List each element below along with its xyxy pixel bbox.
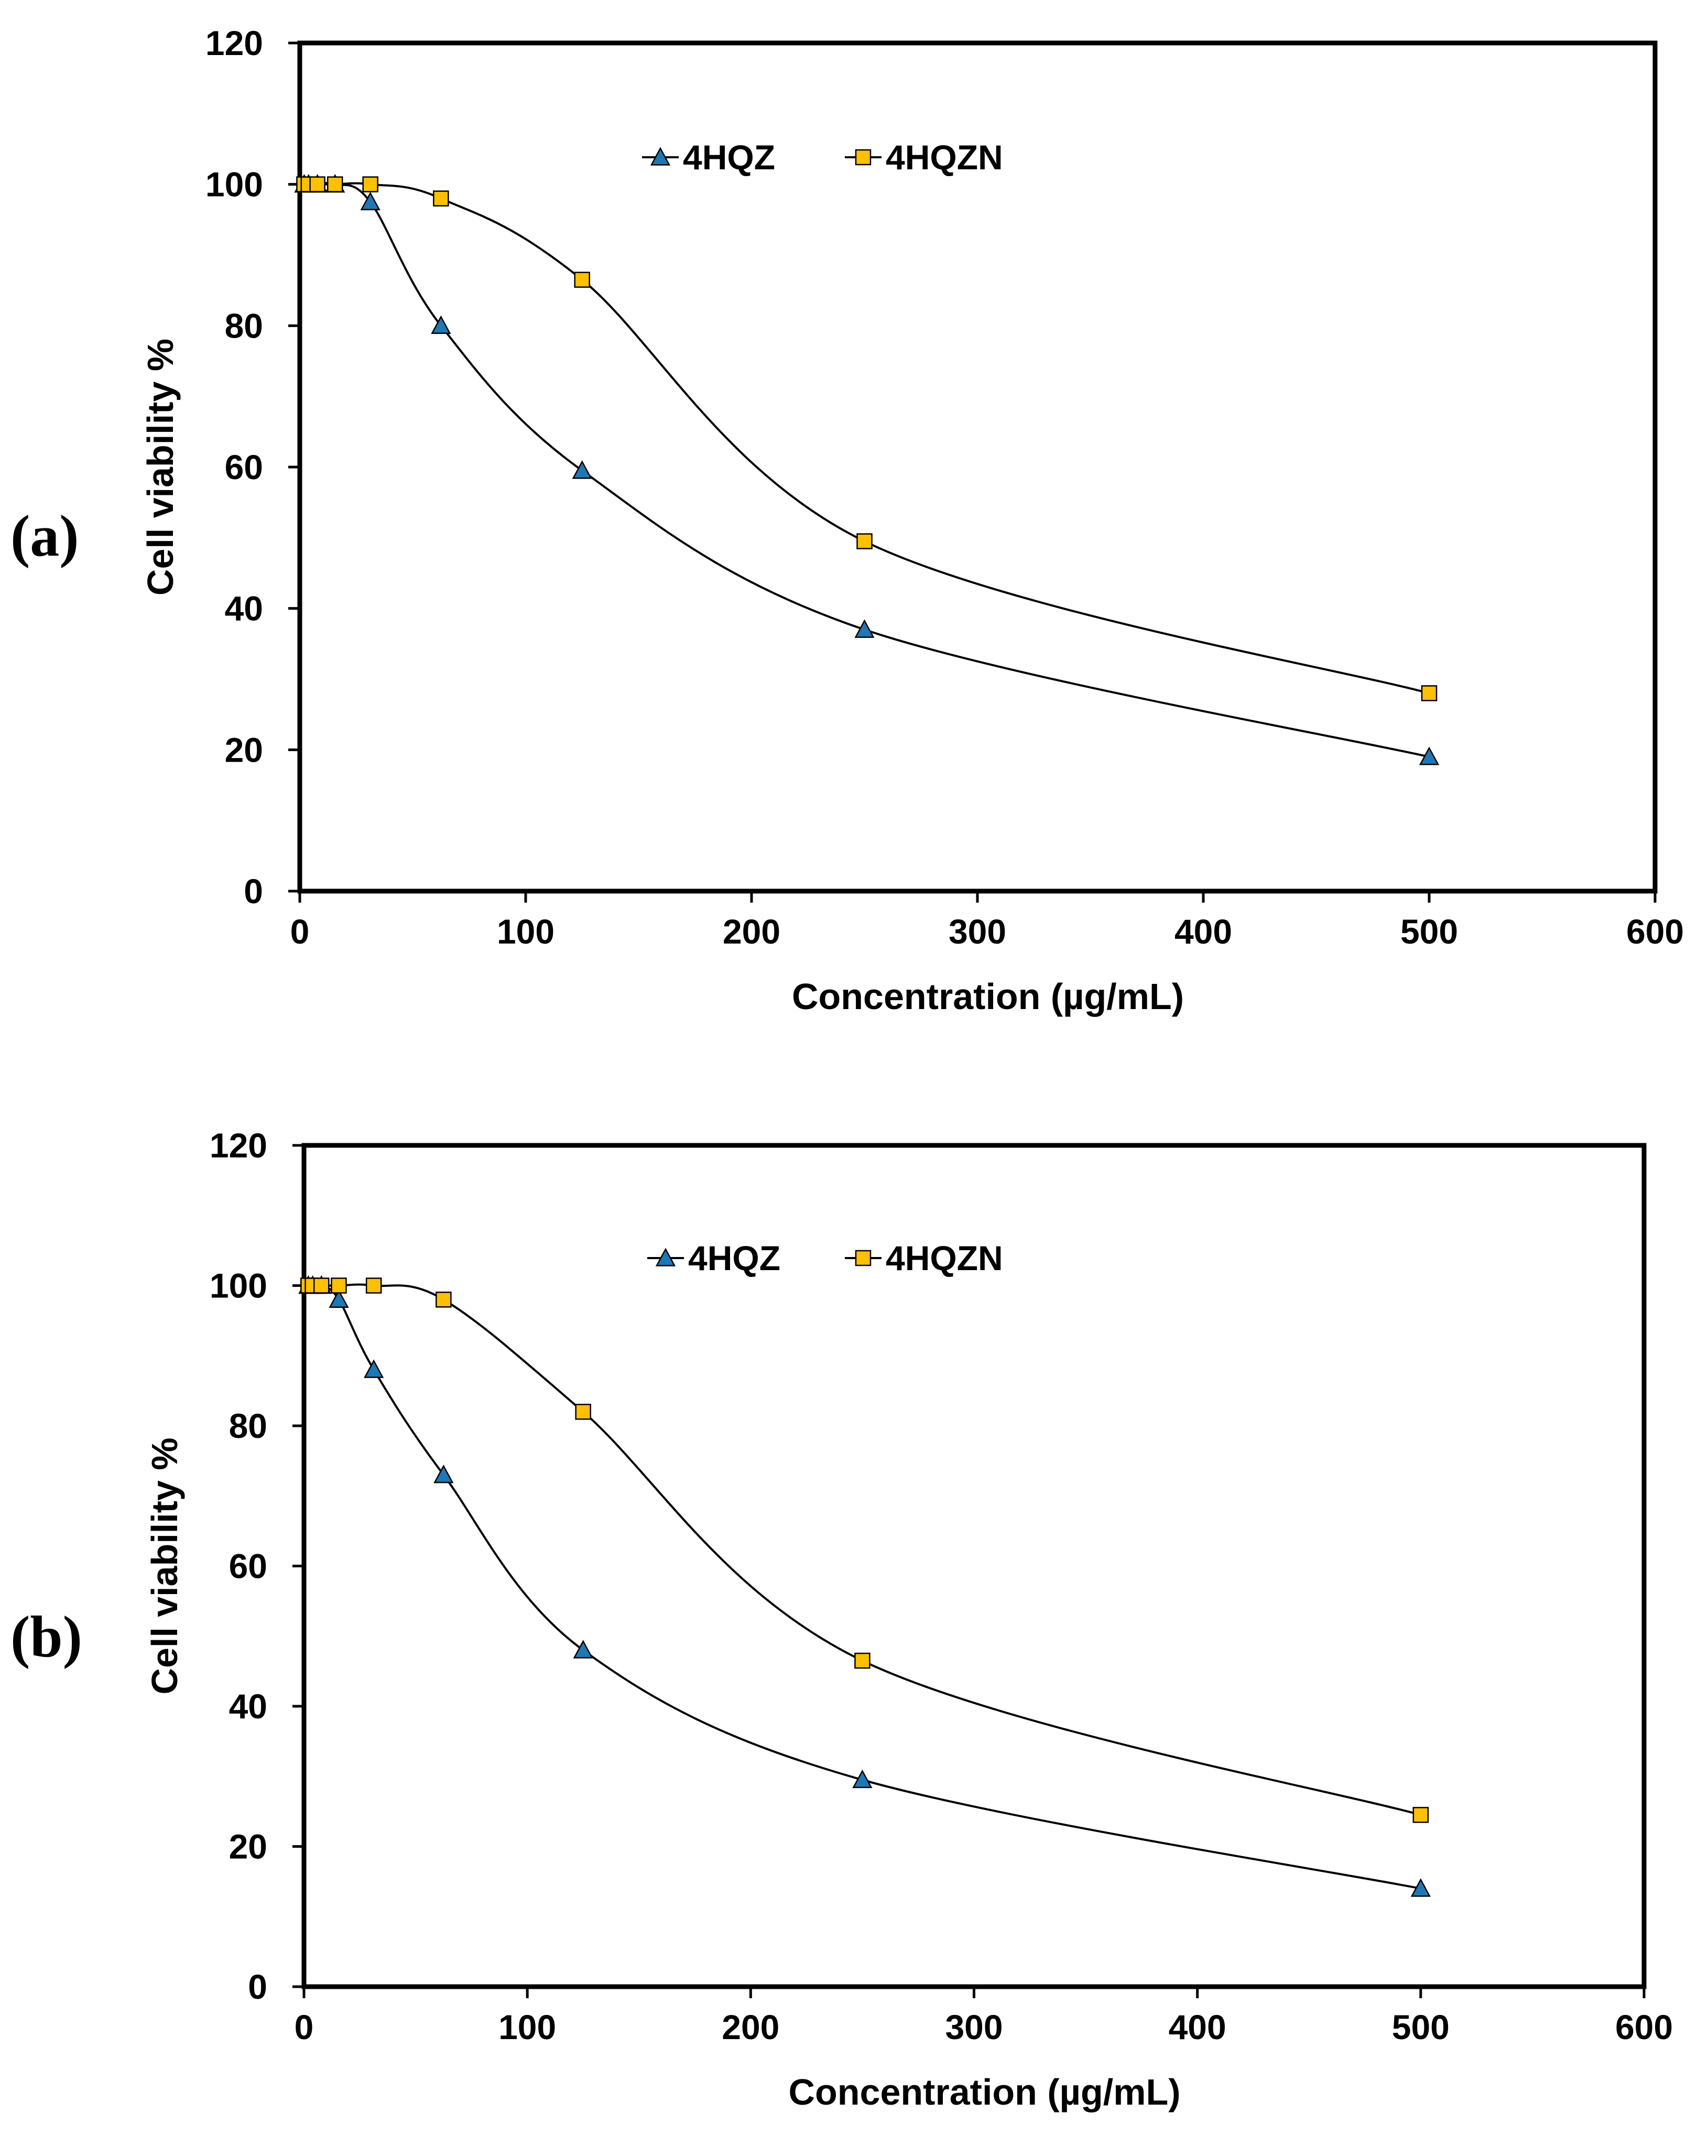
chart-panel-a: (a) 0 20 40 60 80 100 120 0 100 200 300 400 500 600 Con… xyxy=(10,24,1684,1017)
data-point-4hqzn xyxy=(309,176,325,192)
data-point-4hqz xyxy=(1410,1878,1431,1897)
y-tick-label: 80 xyxy=(225,306,263,345)
x-tick-label: 0 xyxy=(290,912,310,951)
x-tick-label: 400 xyxy=(1169,2008,1226,2046)
data-point-4hqz xyxy=(572,460,592,479)
legend-marker-4hqzn xyxy=(855,1250,872,1266)
x-tick-label: 600 xyxy=(1626,912,1684,951)
data-point-4hqz xyxy=(852,1769,873,1789)
data-point-4hqzn xyxy=(433,190,449,207)
x-axis-title: Concentration (µg/mL) xyxy=(792,976,1184,1017)
data-point-4hqzn xyxy=(436,1292,452,1308)
y-tick-label: 80 xyxy=(229,1406,267,1445)
data-point-4hqz xyxy=(364,1359,384,1378)
data-point-4hqzn xyxy=(331,1277,347,1294)
data-point-4hqzn xyxy=(574,272,590,288)
y-tick-label: 0 xyxy=(244,872,263,911)
y-axis-title: Cell viability % xyxy=(140,339,181,595)
data-point-4hqz xyxy=(573,1640,593,1659)
legend-marker-4hqz xyxy=(650,147,671,166)
y-tick-label: 100 xyxy=(205,165,263,204)
legend-label: 4HQZ xyxy=(683,138,775,177)
legend-marker-4hqzn xyxy=(855,149,872,166)
data-point-4hqzn xyxy=(365,1277,382,1294)
data-point-4hqz xyxy=(329,1289,349,1308)
legend-marker-4hqz xyxy=(655,1248,676,1266)
series-line-4hqz xyxy=(308,1283,1421,1890)
y-tick-label: 40 xyxy=(225,589,263,628)
legend-label: 4HQZN xyxy=(886,1239,1003,1277)
y-tick-label: 60 xyxy=(225,448,263,486)
y-tick-label: 40 xyxy=(229,1687,267,1726)
data-point-4hqzn xyxy=(1412,1807,1429,1823)
data-point-4hqz xyxy=(360,191,380,211)
legend: 4HQZ 4HQZN xyxy=(642,138,1003,177)
legend-label: 4HQZN xyxy=(886,138,1003,177)
x-tick-label: 400 xyxy=(1174,912,1232,951)
x-tick-label: 200 xyxy=(722,2008,779,2046)
y-tick-label: 0 xyxy=(248,1967,267,2006)
series-line-4hqz xyxy=(304,182,1430,758)
y-tick-label: 120 xyxy=(210,1126,267,1165)
chart-panel-b: (b) 0 20 40 60 80 100 120 0 100 200 300 400 500 600 Con… xyxy=(10,1126,1673,2112)
data-point-4hqz xyxy=(854,619,875,638)
series-line-4hqzn xyxy=(308,1283,1421,1816)
x-tick-label: 500 xyxy=(1392,2008,1450,2046)
data-point-4hqz xyxy=(1419,746,1440,765)
panel-label: (a) xyxy=(10,504,79,569)
y-axis-title: Cell viability % xyxy=(144,1437,185,1694)
data-point-4hqzn xyxy=(1421,685,1438,701)
x-tick-label: 100 xyxy=(498,2008,556,2046)
legend-label: 4HQZ xyxy=(688,1239,780,1277)
y-tick-label: 120 xyxy=(205,24,263,62)
data-point-4hqzn xyxy=(313,1277,330,1294)
x-tick-label: 300 xyxy=(945,2008,1003,2046)
panel-label: (b) xyxy=(10,1605,82,1670)
x-axis-title: Concentration (µg/mL) xyxy=(788,2072,1180,2112)
data-point-4hqz xyxy=(433,1464,454,1483)
x-tick-label: 100 xyxy=(497,912,554,951)
data-point-4hqzn xyxy=(854,1652,871,1669)
data-point-4hqzn xyxy=(856,533,873,549)
x-tick-label: 200 xyxy=(723,912,780,951)
data-point-4hqzn xyxy=(575,1404,591,1420)
series-line-4hqzn xyxy=(304,182,1430,695)
y-tick-label: 60 xyxy=(229,1547,267,1586)
x-tick-label: 600 xyxy=(1615,2008,1673,2046)
y-tick-label: 100 xyxy=(210,1266,267,1305)
x-tick-label: 500 xyxy=(1400,912,1458,951)
y-tick-label: 20 xyxy=(229,1827,267,1866)
data-point-4hqz xyxy=(431,315,451,334)
y-tick-label: 20 xyxy=(225,730,263,769)
x-tick-label: 0 xyxy=(295,2008,314,2046)
data-point-4hqzn xyxy=(327,176,343,192)
x-tick-label: 300 xyxy=(949,912,1006,951)
legend: 4HQZ 4HQZN xyxy=(647,1239,1003,1277)
data-point-4hqzn xyxy=(362,176,378,192)
